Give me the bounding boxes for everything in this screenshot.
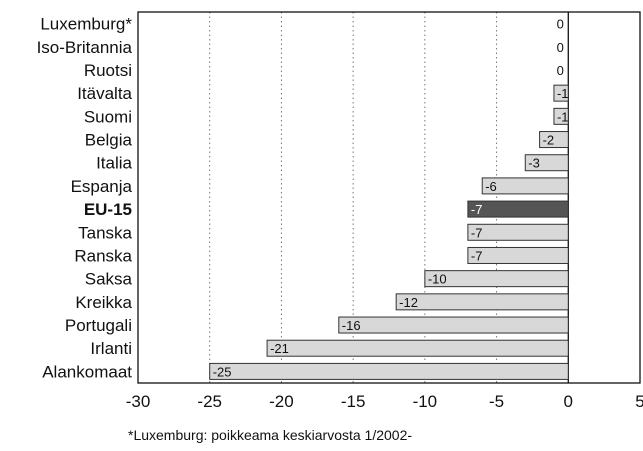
x-tick-label: -25 bbox=[197, 392, 222, 411]
category-label: Tanska bbox=[78, 223, 132, 242]
x-tick-label: -30 bbox=[126, 392, 151, 411]
data-label: -25 bbox=[213, 364, 232, 379]
bar bbox=[481, 177, 569, 195]
bar bbox=[395, 293, 569, 311]
category-label: Ranska bbox=[74, 246, 132, 265]
data-label: -16 bbox=[342, 318, 361, 333]
category-label: Kreikka bbox=[75, 293, 132, 312]
x-tick-label: -20 bbox=[269, 392, 294, 411]
bar bbox=[524, 154, 569, 172]
bar bbox=[338, 316, 569, 334]
x-tick-label: -10 bbox=[413, 392, 438, 411]
data-label: -2 bbox=[543, 133, 555, 148]
category-labels: Luxemburg* Iso-Britannia Ruotsi Itävalta Suo… bbox=[37, 15, 133, 382]
category-label: Itävalta bbox=[77, 84, 132, 103]
x-axis: -30 -25 -20 -15 -10 -5 0 5 bbox=[126, 392, 643, 411]
category-label: Saksa bbox=[85, 270, 133, 289]
data-label: -7 bbox=[471, 225, 483, 240]
bar bbox=[553, 84, 569, 102]
bar bbox=[467, 200, 569, 218]
data-label: -6 bbox=[485, 179, 497, 194]
x-tick-label: 0 bbox=[564, 392, 573, 411]
category-label: Iso-Britannia bbox=[37, 38, 133, 57]
data-label: 0 bbox=[557, 17, 564, 32]
category-label: Belgia bbox=[85, 131, 133, 150]
category-label: Alankomaat bbox=[42, 362, 132, 381]
data-label: -1 bbox=[557, 109, 569, 124]
category-label: EU-15 bbox=[84, 200, 132, 219]
category-label: Espanja bbox=[71, 177, 133, 196]
data-label: -21 bbox=[270, 341, 289, 356]
data-label: 0 bbox=[557, 40, 564, 55]
category-label: Ruotsi bbox=[84, 61, 132, 80]
bar bbox=[424, 270, 569, 288]
category-label: Italia bbox=[96, 154, 132, 173]
bars: 000-1-1-2-3-6-7-7-7-10-12-16-21-25 bbox=[209, 17, 569, 380]
x-tick-label: 5 bbox=[635, 392, 643, 411]
bar bbox=[209, 362, 569, 380]
data-label: -10 bbox=[428, 272, 447, 287]
data-label: -3 bbox=[528, 156, 540, 171]
plot-frame bbox=[137, 11, 641, 384]
data-label: -7 bbox=[471, 202, 483, 217]
x-tick-label: -5 bbox=[489, 392, 504, 411]
category-label: Irlanti bbox=[90, 339, 132, 358]
category-label: Portugali bbox=[65, 316, 132, 335]
data-label: 0 bbox=[557, 63, 564, 78]
bar bbox=[539, 131, 569, 149]
data-label: -7 bbox=[471, 248, 483, 263]
footnote: *Luxemburg: poikkeama keskiarvosta 1/200… bbox=[128, 427, 413, 443]
bar bbox=[266, 339, 569, 357]
x-tick-label: -15 bbox=[341, 392, 366, 411]
bar bbox=[553, 107, 569, 125]
bar bbox=[467, 223, 569, 241]
category-label: Luxemburg* bbox=[40, 15, 132, 34]
category-label: Suomi bbox=[84, 107, 132, 126]
bar bbox=[467, 246, 569, 264]
data-label: -12 bbox=[399, 295, 418, 310]
data-label: -1 bbox=[557, 86, 569, 101]
